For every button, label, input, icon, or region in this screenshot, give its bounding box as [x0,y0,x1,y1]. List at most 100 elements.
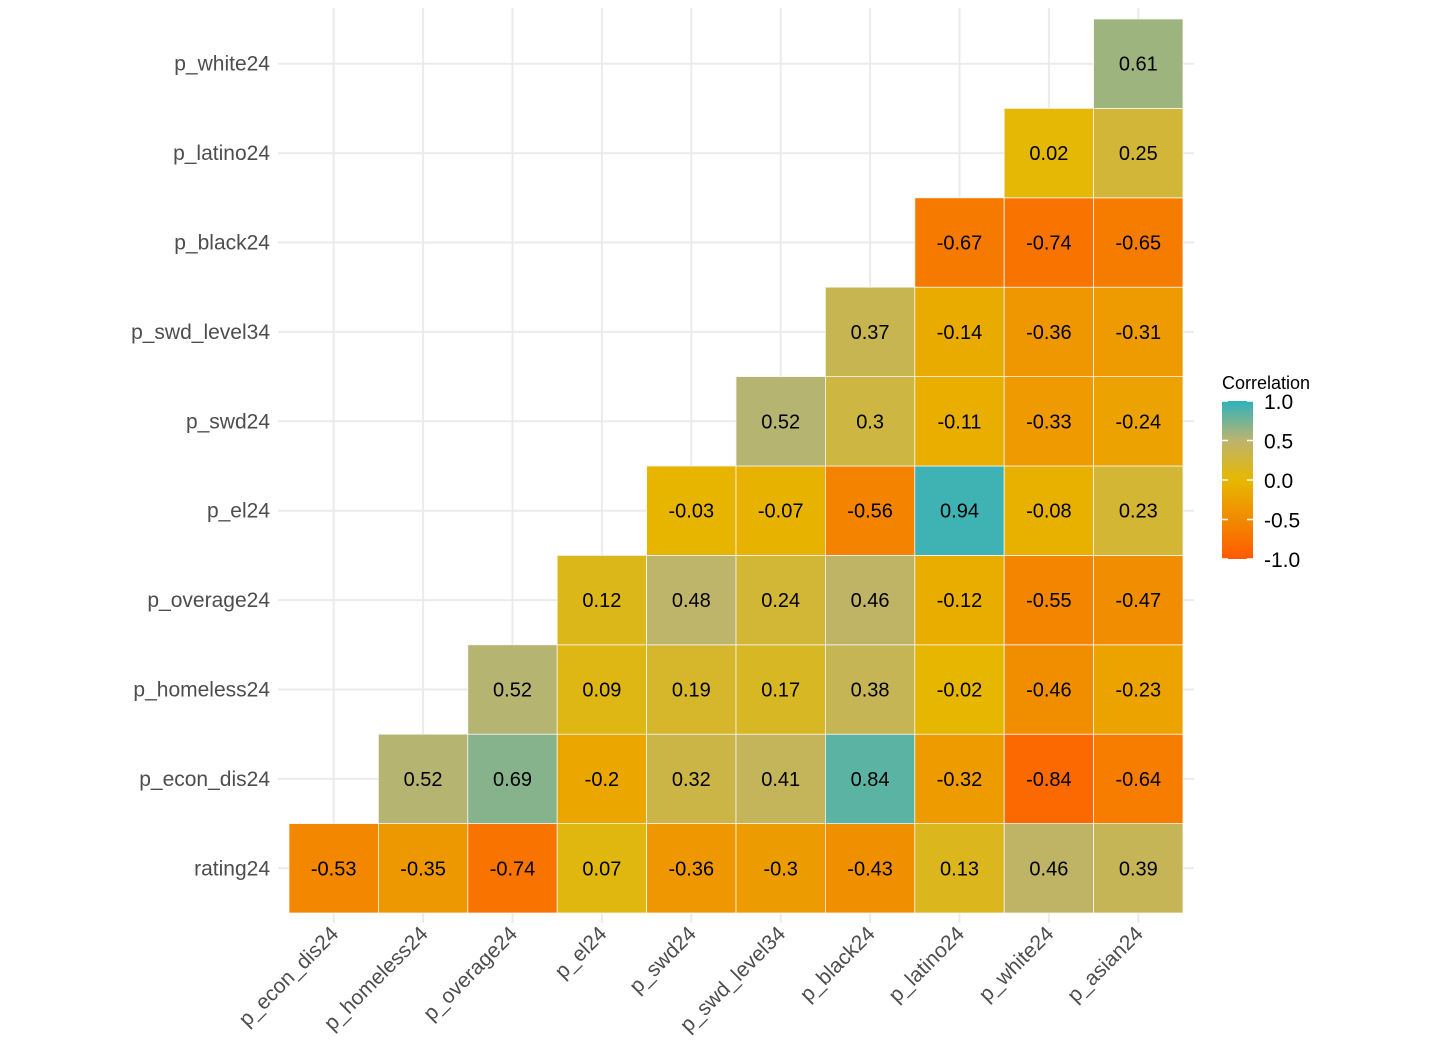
legend-ticks: 1.0 0.5 0.0 -0.5 -1.0 [1222,391,1300,572]
heatmap-cell [1093,465,1184,556]
heatmap-cell [467,644,558,735]
cell-value-label: 0.32 [672,769,711,791]
heatmap-cell [1003,197,1095,288]
cell-value-label: 0.52 [761,411,800,433]
cell-value-label: -0.84 [1026,769,1072,791]
cell-value-label: -0.02 [937,680,983,702]
cell-value-label: -0.3 [763,858,797,880]
cell-value-label: 0.94 [940,501,979,523]
cell-value-label: -0.43 [847,858,893,880]
y-tick-label: p_el24 [207,500,270,523]
cell-value-label: 0.61 [1119,54,1158,76]
cell-value-label: -0.53 [311,858,357,880]
heatmap-cell [556,555,648,646]
cell-value-label: 0.38 [851,680,890,702]
heatmap-cell [735,733,826,825]
heatmap-cell [646,555,737,646]
y-tick-label: p_econ_dis24 [139,768,270,791]
cell-value-label: -0.12 [937,590,983,612]
heatmap-cell [646,644,737,735]
cell-value-label: -0.35 [400,858,446,880]
cell-value-label: 0.07 [582,858,621,880]
cell-value-label: 0.12 [582,590,621,612]
cell-value-label: -0.36 [1026,322,1072,344]
y-tick-label: p_latino24 [173,142,270,165]
cell-value-label: -0.11 [937,411,981,433]
heatmap-cell [556,733,648,825]
heatmap-cell [1003,555,1095,646]
legend-tick-label: -0.5 [1264,510,1300,533]
cell-value-label: -0.32 [937,769,983,791]
cell-value-label: -0.36 [669,858,715,880]
x-tick-label: p_swd24 [625,922,701,998]
cell-value-label: 0.39 [1119,858,1158,880]
heatmap-cell [1093,376,1184,467]
cell-value-label: -0.74 [490,858,536,880]
x-tick-label: p_white24 [974,922,1058,1006]
heatmap-cell [1003,733,1095,825]
cell-value-label: 0.41 [761,769,800,791]
cell-value-label: 0.37 [851,322,890,344]
cell-value-label: -0.55 [1026,590,1072,612]
cell-value-label: -0.67 [937,233,983,255]
heatmap-cell [1003,286,1095,378]
cell-value-label: -0.65 [1116,233,1162,255]
heatmap-cell [467,733,558,825]
cell-value-label: 0.46 [1029,858,1068,880]
cell-value-label: 0.3 [856,411,884,433]
cell-value-label: 0.23 [1119,501,1158,523]
heatmap-cell [1093,823,1184,914]
heatmap-cell [646,823,737,914]
heatmap-cell [377,823,469,914]
y-axis-labels: rating24 p_econ_dis24 p_homeless24 p_overag… [131,53,270,881]
y-tick-label: p_homeless24 [133,679,270,702]
heatmap-cells: -0.53 -0.35 -0.74 0.07 -0.36 -0.3 -0.43 0.13 0.4… [288,18,1184,914]
heatmap-cell [825,465,916,556]
heatmap-cell [1093,18,1184,109]
cell-value-label: 0.52 [493,680,532,702]
cell-value-label: 0.46 [851,590,890,612]
cell-value-label: -0.31 [1116,322,1162,344]
heatmap-cell [1093,108,1184,199]
cell-value-label: -0.14 [937,322,983,344]
legend-tick-label: 1.0 [1264,391,1293,414]
legend-title: Correlation [1222,373,1310,393]
x-tick-label: p_latino24 [884,922,969,1007]
cell-value-label: -0.03 [669,501,715,523]
legend-tick-label: -1.0 [1264,549,1300,572]
cell-value-label: -0.56 [847,501,893,523]
heatmap-cell [1003,644,1095,735]
legend-tick-label: 0.0 [1264,470,1293,493]
heatmap-cell [1003,465,1095,556]
cell-value-label: 0.13 [940,858,979,880]
x-tick-label: p_black24 [796,922,880,1006]
x-tick-label: p_overage24 [419,922,522,1025]
cell-value-label: 0.48 [672,590,711,612]
cell-value-label: 0.09 [582,680,621,702]
legend: Correlation 1.0 0.5 0.0 -0.5 -1.0 [1222,373,1310,572]
x-tick-label: p_asian24 [1063,922,1148,1007]
heatmap-cell [1003,823,1095,914]
cell-value-label: 0.24 [761,590,800,612]
cell-value-label: -0.64 [1116,769,1162,791]
heatmap-cell [1093,197,1184,288]
cell-value-label: 0.02 [1029,143,1068,165]
y-tick-label: rating24 [194,857,270,880]
cell-value-label: -0.07 [758,501,804,523]
cell-value-label: 0.84 [851,769,890,791]
heatmap-cell [735,376,826,467]
heatmap-cell [825,823,916,914]
cell-value-label: 0.69 [493,769,532,791]
heatmap-cell [735,823,826,914]
legend-tick-label: 0.5 [1264,431,1293,454]
y-tick-label: p_black24 [174,232,270,255]
heatmap-cell [914,644,1005,735]
heatmap-cell [1093,286,1184,378]
cell-value-label: 0.19 [672,680,711,702]
y-tick-label: p_white24 [174,53,270,76]
heatmap-cell [825,286,916,378]
cell-value-label: -0.24 [1116,411,1162,433]
heatmap-cell [1093,555,1184,646]
heatmap-cell [735,644,826,735]
